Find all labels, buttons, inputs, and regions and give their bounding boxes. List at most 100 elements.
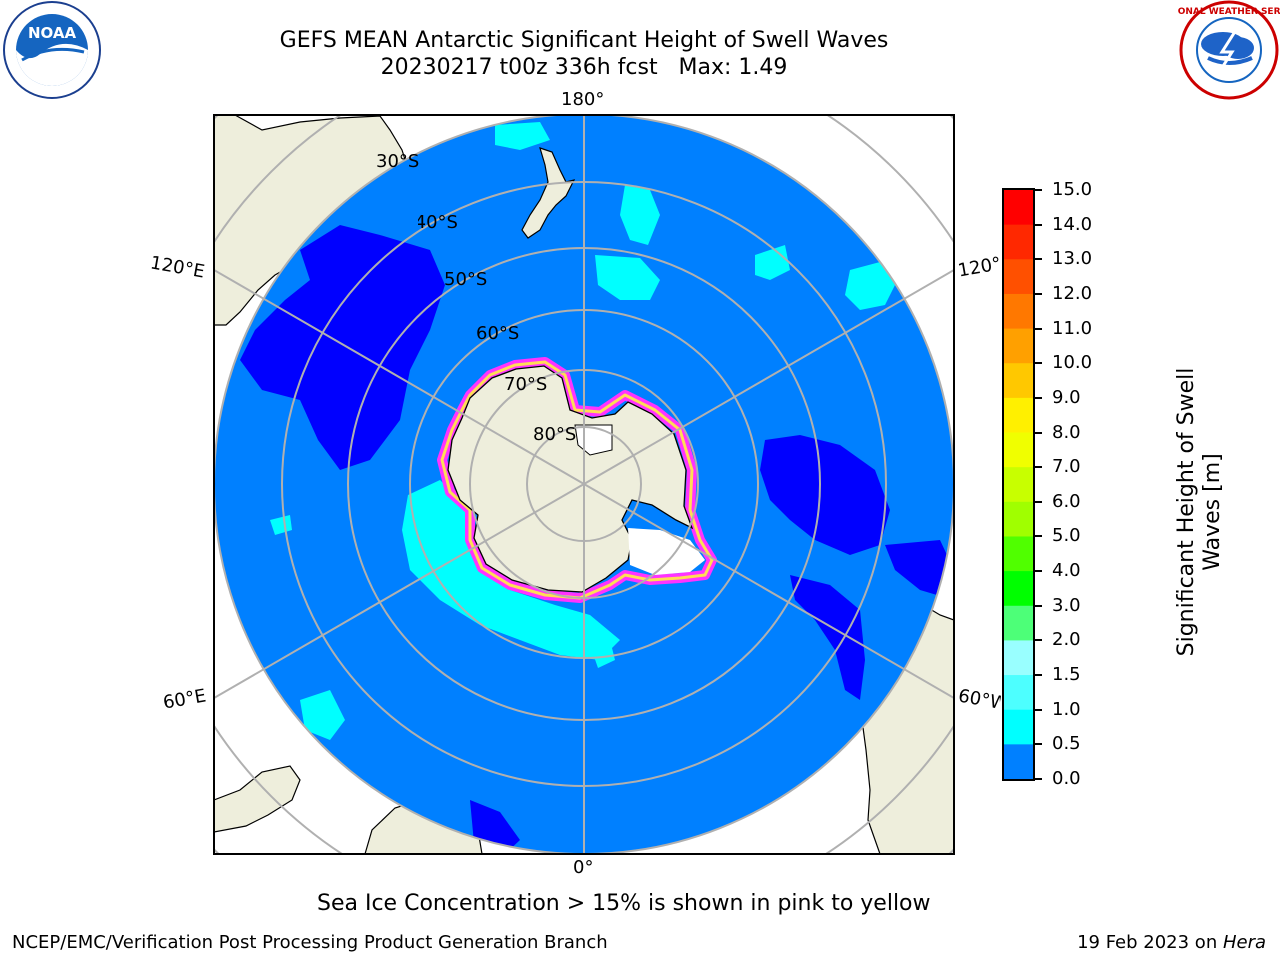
- latitude-label-30s: 30°S: [376, 151, 420, 172]
- colorbar-segment: [1004, 224, 1033, 260]
- footer-host: Hera: [1222, 932, 1266, 953]
- colorbar-tick-mark: [1034, 327, 1042, 330]
- latitude-label-80s: 80°S: [533, 424, 577, 445]
- swell-high-indian-sector: [402, 480, 620, 660]
- colorbar-segment: [1004, 328, 1033, 364]
- nws-logo: NATIONAL WEATHER SERVICE: [1178, 0, 1280, 100]
- colorbar-tick-label: 9.0: [1052, 386, 1081, 408]
- latitude-label-60s: 60°S: [476, 323, 520, 344]
- latitude-label-70s: 70°S: [504, 374, 548, 395]
- swell-high-pacific-1: [595, 255, 660, 300]
- footer-branch: NCEP/EMC/Verification Post Processing Pr…: [12, 932, 608, 953]
- swell-low-east: [885, 540, 954, 600]
- colorbar-segment: [1004, 259, 1033, 295]
- colorbar-tick-mark: [1034, 466, 1042, 469]
- colorbar-tick-mark: [1034, 500, 1042, 503]
- swell-high-pacific-4: [755, 245, 790, 280]
- colorbar-tick-mark: [1034, 708, 1042, 711]
- colorbar-tick-label: 10.0: [1052, 352, 1093, 374]
- meridian-label-180: 180°: [561, 89, 605, 110]
- colorbar-frame: [1002, 188, 1035, 781]
- latitude-label-40s: 40°S: [418, 213, 458, 233]
- colorbar-tick-mark: [1034, 743, 1042, 746]
- swell-high-atlantic-1: [300, 690, 345, 740]
- colorbar-label-line2: Waves [m]: [1200, 453, 1225, 571]
- swell-high-tasman: [495, 122, 550, 150]
- swell-high-pacific-2: [620, 185, 660, 245]
- colorbar-segment: [1004, 432, 1033, 468]
- colorbar-tick-mark: [1034, 223, 1042, 226]
- colorbar-tick-mark: [1034, 292, 1042, 295]
- colorbar-label: Significant Height of Swell Waves [m]: [1100, 292, 1280, 732]
- colorbar-segment: [1004, 467, 1033, 503]
- colorbar-segment: [1004, 744, 1033, 780]
- colorbar-tick-mark: [1034, 258, 1042, 261]
- colorbar-tick-label: 2.0: [1052, 629, 1081, 651]
- colorbar-segment: [1004, 397, 1033, 434]
- colorbar-segment: [1004, 363, 1033, 399]
- colorbar-tick-mark: [1034, 639, 1042, 642]
- colorbar-tick-label: 13.0: [1052, 248, 1093, 270]
- colorbar-tick-label: 4.0: [1052, 560, 1081, 582]
- weddell-sea-ice: [628, 528, 705, 575]
- colorbar-tick-label: 7.0: [1052, 456, 1081, 478]
- colorbar: [1002, 188, 1035, 781]
- colorbar-segment: [1004, 640, 1033, 676]
- colorbar-tick-label: 1.5: [1052, 664, 1081, 686]
- swell-high-pacific-3: [845, 262, 895, 310]
- sea-ice-core: [440, 360, 714, 600]
- colorbar-segment: [1004, 675, 1033, 711]
- chart-subtitle: 20230217 t00z 336h fcst Max: 1.49: [380, 55, 788, 80]
- nws-logo-text: NATIONAL WEATHER SERVICE: [1178, 7, 1280, 17]
- antarctica-land: [447, 365, 694, 593]
- colorbar-tick-label: 5.0: [1052, 525, 1081, 547]
- colorbar-label-line1: Significant Height of Swell: [1174, 367, 1199, 657]
- colorbar-tick-label: 3.0: [1052, 594, 1081, 616]
- swell-high-atlantic-2: [590, 640, 615, 668]
- colorbar-tick-label: 6.0: [1052, 490, 1081, 512]
- colorbar-tick-label: 15.0: [1052, 179, 1093, 200]
- colorbar-tick-mark: [1034, 431, 1042, 434]
- swell-field: [240, 122, 954, 854]
- colorbar-tick-label: 14.0: [1052, 213, 1093, 235]
- colorbar-segment: [1004, 190, 1033, 226]
- colorbar-tick-mark: [1034, 396, 1042, 399]
- colorbar-segment: [1004, 293, 1033, 330]
- map-frame: [213, 114, 955, 855]
- colorbar-segment: [1004, 501, 1033, 538]
- colorbar-tick-mark: [1034, 189, 1042, 191]
- graticule: [214, 115, 954, 854]
- latitude-label-50s: 50°S: [444, 269, 488, 290]
- noaa-logo: NOAA: [3, 1, 101, 99]
- colorbar-tick-mark: [1034, 604, 1042, 607]
- colorbar-tick-label: 0.0: [1052, 768, 1081, 789]
- swell-high-atlantic-3: [270, 515, 292, 535]
- meridian-60e-120w: [214, 269, 954, 699]
- colorbar-tick-label: 8.0: [1052, 421, 1081, 443]
- colorbar-tick-label: 11.0: [1052, 317, 1093, 339]
- colorbar-segment: [1004, 605, 1033, 642]
- colorbar-tick-label: 12.0: [1052, 282, 1093, 304]
- new-zealand-land: [521, 147, 576, 239]
- swell-low-south-atlantic: [760, 435, 890, 555]
- footer-date: 19 Feb 2023 on Hera: [1077, 933, 1266, 953]
- chart-title: GEFS MEAN Antarctic Significant Height o…: [279, 28, 889, 53]
- colorbar-segment: [1004, 571, 1033, 607]
- noaa-logo-text: NOAA: [28, 24, 77, 42]
- colorbar-tick-mark: [1034, 674, 1042, 677]
- swell-low-indian-ocean: [240, 225, 445, 470]
- footer-date-text: 19 Feb 2023 on: [1077, 932, 1223, 953]
- colorbar-tick-mark: [1034, 570, 1042, 573]
- colorbar-tick-label: 0.5: [1052, 733, 1081, 755]
- swell-low-south-america-coast: [790, 575, 865, 700]
- colorbar-tick-label: 1.0: [1052, 698, 1081, 720]
- meridian-label-0: 0°: [573, 857, 594, 878]
- colorbar-tick-mark: [1034, 362, 1042, 365]
- colorbar-segment: [1004, 709, 1033, 745]
- colorbar-tick-mark: [1034, 535, 1042, 538]
- sea-ice-caption: Sea Ice Concentration > 15% is shown in …: [317, 891, 931, 916]
- colorbar-segment: [1004, 536, 1033, 572]
- colorbar-tick-mark: [1034, 778, 1042, 780]
- madagascar-land: [214, 765, 301, 833]
